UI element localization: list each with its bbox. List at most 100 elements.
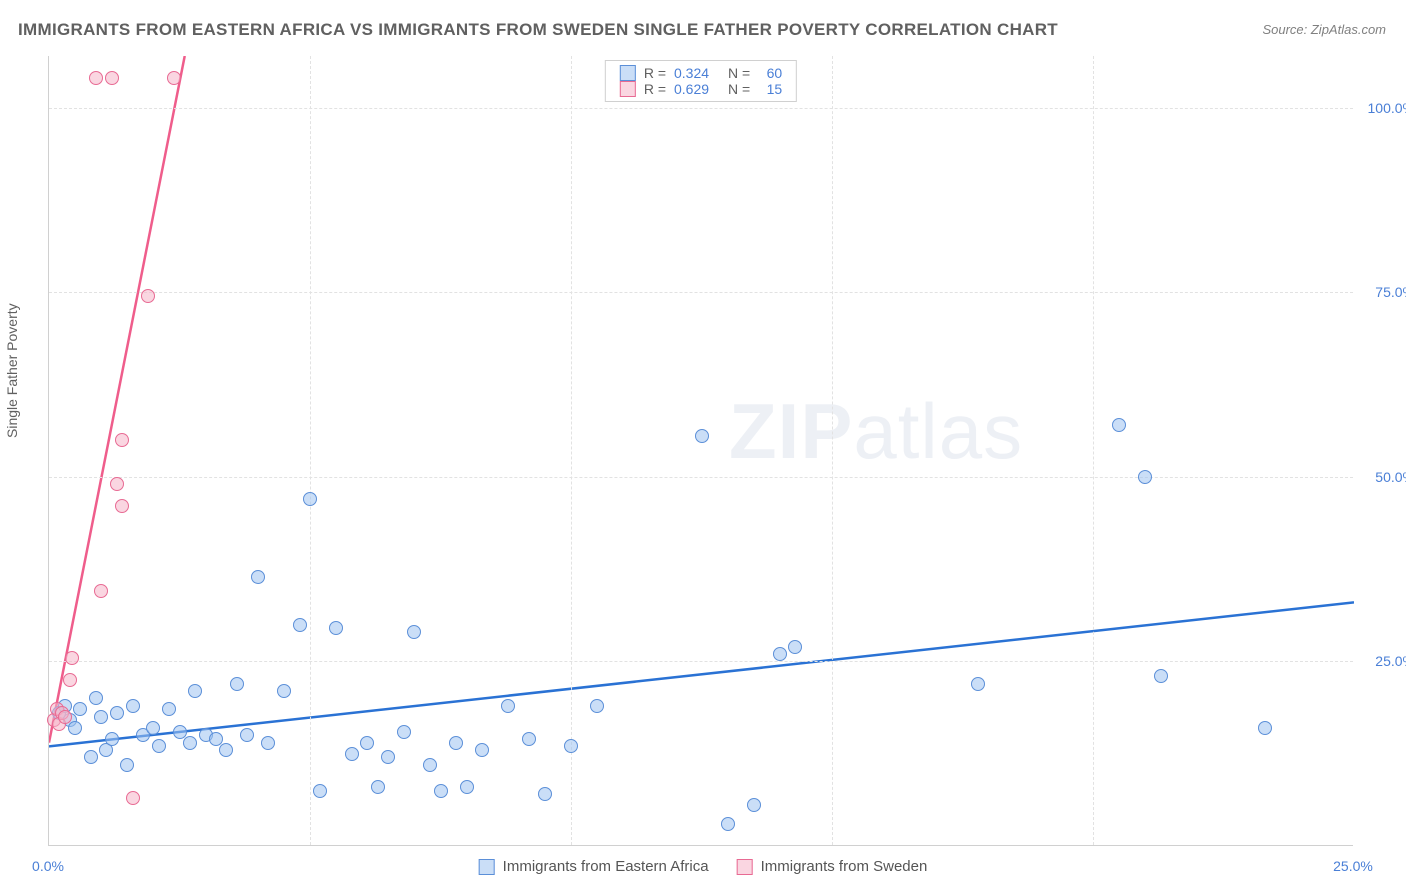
data-point: [460, 780, 474, 794]
legend-row-pink: R = 0.629 N = 15: [620, 81, 782, 97]
plot-area: R = 0.324 N = 60 R = 0.629 N = 15 ZIPatl…: [48, 56, 1353, 846]
data-point: [1154, 669, 1168, 683]
data-point: [110, 706, 124, 720]
data-point: [126, 791, 140, 805]
y-tick-label: 100.0%: [1368, 100, 1406, 116]
x-tick-label: 25.0%: [1333, 858, 1373, 874]
legend-item-pink: Immigrants from Sweden: [737, 858, 928, 875]
data-point: [146, 721, 160, 735]
data-point: [188, 684, 202, 698]
data-point: [120, 758, 134, 772]
data-point: [407, 625, 421, 639]
legend-row-blue: R = 0.324 N = 60: [620, 65, 782, 81]
data-point: [277, 684, 291, 698]
data-point: [747, 798, 761, 812]
n-label: N =: [728, 81, 750, 97]
data-point: [251, 570, 265, 584]
source-label: Source: ZipAtlas.com: [1262, 22, 1386, 37]
data-point: [58, 710, 72, 724]
data-point: [94, 584, 108, 598]
data-point: [501, 699, 515, 713]
data-point: [105, 71, 119, 85]
r-label: R =: [644, 81, 666, 97]
data-point: [115, 433, 129, 447]
data-point: [434, 784, 448, 798]
data-point: [219, 743, 233, 757]
legend-correlation: R = 0.324 N = 60 R = 0.629 N = 15: [605, 60, 797, 102]
data-point: [313, 784, 327, 798]
data-point: [167, 71, 181, 85]
legend-series: Immigrants from Eastern Africa Immigrant…: [479, 858, 928, 875]
grid-line-h: [49, 292, 1353, 293]
grid-line-v: [832, 56, 833, 845]
data-point: [261, 736, 275, 750]
chart-title: IMMIGRANTS FROM EASTERN AFRICA VS IMMIGR…: [18, 20, 1058, 40]
data-point: [381, 750, 395, 764]
swatch-blue-icon: [620, 65, 636, 81]
legend-item-blue: Immigrants from Eastern Africa: [479, 858, 709, 875]
data-point: [971, 677, 985, 691]
legend-label-pink: Immigrants from Sweden: [761, 858, 928, 875]
grid-line-h: [49, 477, 1353, 478]
data-point: [371, 780, 385, 794]
swatch-pink-icon: [620, 81, 636, 97]
r-value-blue: 0.324: [674, 65, 720, 81]
data-point: [564, 739, 578, 753]
data-point: [126, 699, 140, 713]
data-point: [538, 787, 552, 801]
n-label: N =: [728, 65, 750, 81]
data-point: [423, 758, 437, 772]
legend-label-blue: Immigrants from Eastern Africa: [503, 858, 709, 875]
data-point: [183, 736, 197, 750]
data-point: [240, 728, 254, 742]
data-point: [63, 673, 77, 687]
grid-line-h: [49, 661, 1353, 662]
data-point: [1258, 721, 1272, 735]
data-point: [152, 739, 166, 753]
data-point: [84, 750, 98, 764]
data-point: [1112, 418, 1126, 432]
data-point: [329, 621, 343, 635]
data-point: [105, 732, 119, 746]
data-point: [475, 743, 489, 757]
data-point: [115, 499, 129, 513]
n-value-blue: 60: [758, 65, 782, 81]
x-tick-label: 0.0%: [32, 858, 64, 874]
grid-line-v: [1093, 56, 1094, 845]
data-point: [230, 677, 244, 691]
swatch-blue-icon: [479, 859, 495, 875]
data-point: [695, 429, 709, 443]
data-point: [94, 710, 108, 724]
data-point: [303, 492, 317, 506]
r-value-pink: 0.629: [674, 81, 720, 97]
data-point: [522, 732, 536, 746]
data-point: [65, 651, 79, 665]
y-axis-label: Single Father Poverty: [4, 303, 20, 438]
r-label: R =: [644, 65, 666, 81]
data-point: [73, 702, 87, 716]
data-point: [721, 817, 735, 831]
data-point: [141, 289, 155, 303]
data-point: [397, 725, 411, 739]
grid-line-h: [49, 108, 1353, 109]
data-point: [788, 640, 802, 654]
data-point: [1138, 470, 1152, 484]
grid-line-v: [310, 56, 311, 845]
n-value-pink: 15: [758, 81, 782, 97]
data-point: [162, 702, 176, 716]
data-point: [293, 618, 307, 632]
y-tick-label: 75.0%: [1375, 284, 1406, 300]
data-point: [110, 477, 124, 491]
data-point: [68, 721, 82, 735]
watermark: ZIPatlas: [729, 386, 1023, 477]
data-point: [89, 71, 103, 85]
data-point: [345, 747, 359, 761]
y-tick-label: 50.0%: [1375, 469, 1406, 485]
data-point: [89, 691, 103, 705]
data-point: [590, 699, 604, 713]
y-tick-label: 25.0%: [1375, 653, 1406, 669]
data-point: [449, 736, 463, 750]
swatch-pink-icon: [737, 859, 753, 875]
data-point: [360, 736, 374, 750]
data-point: [773, 647, 787, 661]
